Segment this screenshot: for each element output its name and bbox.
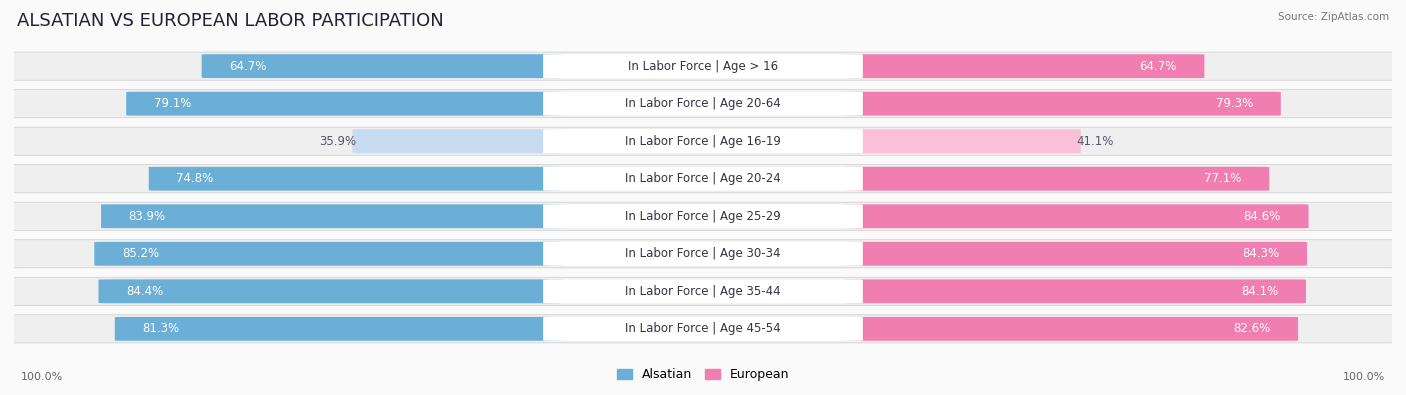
FancyBboxPatch shape bbox=[543, 54, 863, 78]
Text: 84.4%: 84.4% bbox=[127, 285, 163, 298]
FancyBboxPatch shape bbox=[98, 279, 562, 303]
Text: 77.1%: 77.1% bbox=[1205, 172, 1241, 185]
FancyBboxPatch shape bbox=[543, 317, 863, 341]
FancyBboxPatch shape bbox=[101, 204, 562, 228]
Text: 100.0%: 100.0% bbox=[1343, 372, 1385, 382]
FancyBboxPatch shape bbox=[353, 129, 562, 153]
Text: 84.3%: 84.3% bbox=[1243, 247, 1279, 260]
Text: 84.6%: 84.6% bbox=[1244, 210, 1281, 223]
Text: In Labor Force | Age 20-64: In Labor Force | Age 20-64 bbox=[626, 97, 780, 110]
Text: 79.1%: 79.1% bbox=[153, 97, 191, 110]
FancyBboxPatch shape bbox=[0, 315, 1406, 343]
Text: In Labor Force | Age 25-29: In Labor Force | Age 25-29 bbox=[626, 210, 780, 223]
FancyBboxPatch shape bbox=[543, 92, 863, 116]
FancyBboxPatch shape bbox=[844, 54, 1205, 78]
FancyBboxPatch shape bbox=[0, 165, 1406, 193]
FancyBboxPatch shape bbox=[0, 127, 1406, 155]
Text: In Labor Force | Age > 16: In Labor Force | Age > 16 bbox=[628, 60, 778, 73]
Text: ALSATIAN VS EUROPEAN LABOR PARTICIPATION: ALSATIAN VS EUROPEAN LABOR PARTICIPATION bbox=[17, 12, 444, 30]
Text: 83.9%: 83.9% bbox=[129, 210, 166, 223]
Text: In Labor Force | Age 30-34: In Labor Force | Age 30-34 bbox=[626, 247, 780, 260]
FancyBboxPatch shape bbox=[543, 129, 863, 153]
Text: In Labor Force | Age 45-54: In Labor Force | Age 45-54 bbox=[626, 322, 780, 335]
Text: 79.3%: 79.3% bbox=[1216, 97, 1253, 110]
FancyBboxPatch shape bbox=[543, 279, 863, 303]
Text: In Labor Force | Age 35-44: In Labor Force | Age 35-44 bbox=[626, 285, 780, 298]
Text: In Labor Force | Age 16-19: In Labor Force | Age 16-19 bbox=[626, 135, 780, 148]
FancyBboxPatch shape bbox=[844, 204, 1309, 228]
FancyBboxPatch shape bbox=[94, 242, 562, 266]
FancyBboxPatch shape bbox=[543, 204, 863, 228]
Text: 74.8%: 74.8% bbox=[176, 172, 214, 185]
Text: 82.6%: 82.6% bbox=[1233, 322, 1271, 335]
FancyBboxPatch shape bbox=[844, 279, 1306, 303]
FancyBboxPatch shape bbox=[149, 167, 562, 191]
FancyBboxPatch shape bbox=[543, 167, 863, 191]
Text: 85.2%: 85.2% bbox=[122, 247, 159, 260]
FancyBboxPatch shape bbox=[543, 242, 863, 266]
FancyBboxPatch shape bbox=[127, 92, 562, 116]
FancyBboxPatch shape bbox=[844, 92, 1281, 116]
FancyBboxPatch shape bbox=[0, 52, 1406, 80]
FancyBboxPatch shape bbox=[201, 54, 562, 78]
Text: In Labor Force | Age 20-24: In Labor Force | Age 20-24 bbox=[626, 172, 780, 185]
Text: Source: ZipAtlas.com: Source: ZipAtlas.com bbox=[1278, 12, 1389, 22]
FancyBboxPatch shape bbox=[0, 240, 1406, 268]
FancyBboxPatch shape bbox=[0, 277, 1406, 305]
Text: 84.1%: 84.1% bbox=[1241, 285, 1278, 298]
FancyBboxPatch shape bbox=[844, 129, 1081, 153]
Text: 81.3%: 81.3% bbox=[142, 322, 180, 335]
FancyBboxPatch shape bbox=[115, 317, 562, 341]
Legend: Alsatian, European: Alsatian, European bbox=[612, 363, 794, 386]
Text: 100.0%: 100.0% bbox=[21, 372, 63, 382]
FancyBboxPatch shape bbox=[844, 242, 1308, 266]
Text: 35.9%: 35.9% bbox=[319, 135, 357, 148]
Text: 41.1%: 41.1% bbox=[1077, 135, 1114, 148]
Text: 64.7%: 64.7% bbox=[1139, 60, 1177, 73]
FancyBboxPatch shape bbox=[0, 90, 1406, 118]
FancyBboxPatch shape bbox=[844, 317, 1298, 341]
FancyBboxPatch shape bbox=[844, 167, 1270, 191]
Text: 64.7%: 64.7% bbox=[229, 60, 267, 73]
FancyBboxPatch shape bbox=[0, 202, 1406, 230]
